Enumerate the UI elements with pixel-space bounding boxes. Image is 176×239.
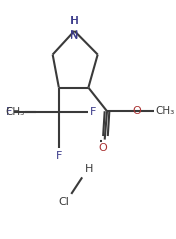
Text: CH₃: CH₃ (155, 106, 174, 116)
Text: H: H (71, 16, 78, 26)
Text: H: H (70, 16, 79, 26)
Text: Cl: Cl (58, 197, 69, 207)
Text: N: N (70, 30, 79, 40)
Text: F: F (90, 107, 96, 117)
Text: O: O (99, 143, 108, 153)
Text: CH₃: CH₃ (5, 107, 25, 117)
Text: N: N (70, 31, 79, 41)
Text: F: F (6, 107, 12, 117)
Text: F: F (56, 151, 62, 161)
Text: H: H (84, 164, 93, 174)
Text: O: O (133, 106, 141, 116)
